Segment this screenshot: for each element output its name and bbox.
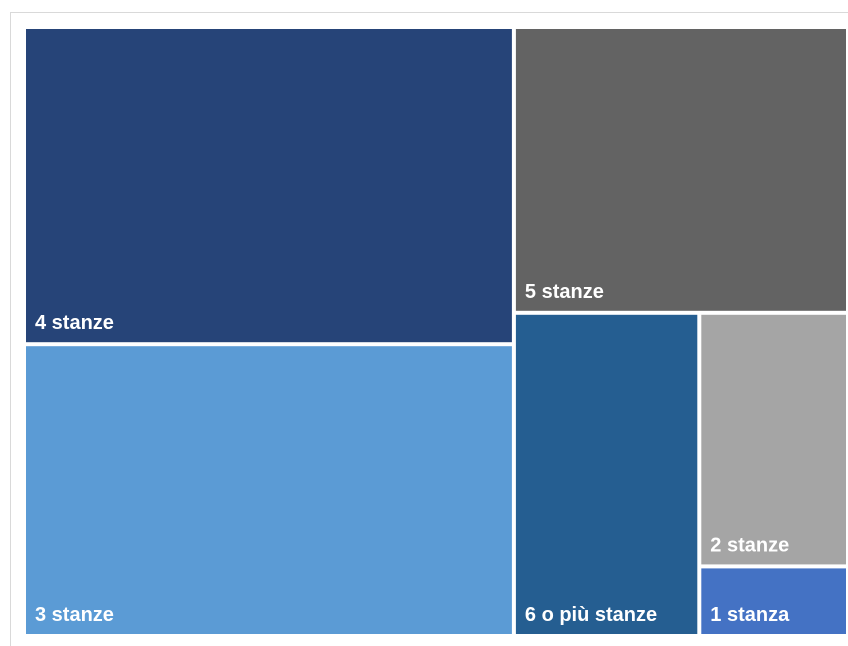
treemap-tile: 5 stanze: [515, 29, 846, 311]
treemap-tile-rect: [515, 29, 846, 311]
treemap-tile-rect: [515, 314, 698, 634]
treemap-tile: 2 stanze: [701, 314, 846, 565]
treemap-tile-label: 5 stanze: [525, 281, 604, 303]
treemap-tile-rect: [26, 29, 512, 343]
treemap-tile-rect: [701, 568, 846, 634]
treemap-tile: 3 stanze: [26, 346, 512, 634]
treemap-tile-label: 4 stanze: [35, 312, 114, 334]
treemap-tile-label: 6 o più stanze: [525, 604, 657, 626]
treemap-tile-label: 1 stanza: [710, 604, 790, 626]
treemap-tile: 4 stanze: [26, 29, 512, 343]
treemap-tile-rect: [701, 314, 846, 565]
treemap-tile-rect: [26, 346, 512, 634]
treemap-tile-label: 2 stanze: [710, 534, 789, 556]
treemap-tile: 6 o più stanze: [515, 314, 698, 634]
treemap-tile-label: 3 stanze: [35, 604, 114, 626]
treemap-tile: 1 stanza: [701, 568, 846, 634]
